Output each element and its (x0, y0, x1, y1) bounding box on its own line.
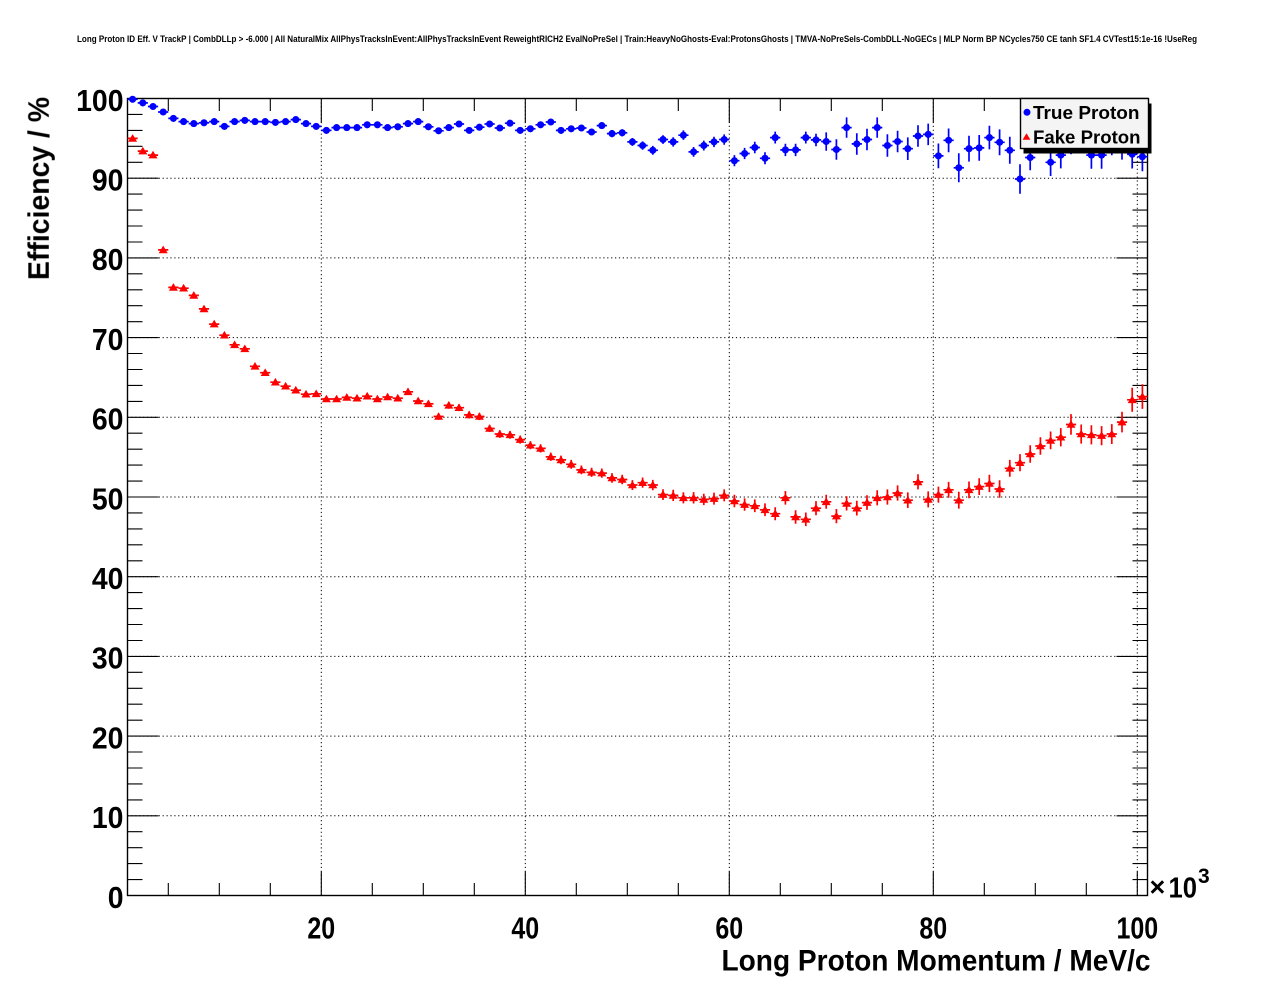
svg-text:90: 90 (92, 164, 124, 198)
svg-text:Long Proton ID Eff. V TrackP |: Long Proton ID Eff. V TrackP | CombDLLp … (77, 34, 1197, 44)
svg-text:True Proton: True Proton (1033, 102, 1140, 123)
svg-text:100: 100 (1116, 912, 1158, 946)
svg-text:50: 50 (92, 482, 124, 516)
svg-text:40: 40 (511, 912, 539, 946)
svg-text:80: 80 (919, 912, 947, 946)
svg-text:40: 40 (92, 562, 124, 596)
svg-text:Long Proton Momentum / MeV/c: Long Proton Momentum / MeV/c (722, 945, 1151, 978)
svg-text:Efficiency / %: Efficiency / % (23, 97, 56, 280)
svg-text:60: 60 (92, 403, 124, 437)
svg-text:×: × (1150, 872, 1166, 902)
svg-text:20: 20 (92, 721, 124, 755)
svg-text:30: 30 (92, 642, 124, 676)
svg-text:60: 60 (715, 912, 743, 946)
svg-text:100: 100 (76, 84, 123, 118)
svg-text:10: 10 (1169, 872, 1198, 904)
svg-text:3: 3 (1198, 865, 1210, 888)
svg-text:Fake Proton: Fake Proton (1033, 126, 1141, 147)
svg-text:0: 0 (108, 881, 124, 915)
svg-text:70: 70 (92, 323, 124, 357)
svg-text:20: 20 (307, 912, 335, 946)
svg-text:80: 80 (92, 243, 124, 277)
svg-text:10: 10 (92, 801, 124, 835)
